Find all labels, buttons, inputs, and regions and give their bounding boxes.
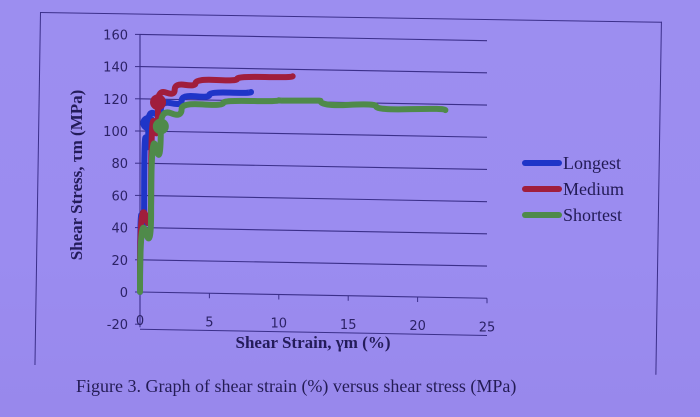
legend: Longest Medium Shortest — [522, 150, 624, 228]
y-tick-label: 0 — [120, 286, 128, 301]
y-tick-label: 140 — [103, 61, 128, 76]
legend-label: Shortest — [563, 204, 623, 225]
legend-swatch-medium — [522, 186, 562, 192]
y-axis-title: Shear Stress, τm (MPa) — [67, 90, 86, 261]
marker-medium — [150, 94, 167, 111]
figure-caption: Figure 3. Graph of shear strain (%) vers… — [76, 376, 517, 396]
y-tick-label: 20 — [111, 254, 128, 269]
legend-label: Medium — [563, 178, 624, 199]
x-axis-ticks: 0 5 10 15 20 25 — [136, 314, 495, 335]
axes — [139, 34, 488, 336]
series-lines — [137, 73, 449, 295]
y-tick-label: 40 — [111, 222, 128, 237]
legend-item-shortest: Shortest — [522, 202, 624, 228]
x-tick-label: 10 — [271, 317, 288, 332]
y-tick-label: 80 — [111, 157, 128, 172]
legend-swatch-shortest — [522, 212, 562, 218]
x-tick-label: 5 — [205, 315, 213, 330]
y-tick-label: -20 — [107, 318, 128, 333]
y-tick-label: 120 — [103, 93, 128, 108]
gridlines — [135, 33, 488, 325]
x-tick-label: 25 — [479, 320, 496, 335]
x-axis-title: Shear Strain, γm (%) — [236, 333, 391, 352]
legend-item-medium: Medium — [522, 176, 624, 202]
marker-shortest — [152, 118, 169, 135]
y-tick-label: 100 — [103, 125, 128, 140]
y-tick-label: 160 — [103, 28, 128, 43]
y-tick-label: 60 — [111, 189, 128, 204]
legend-item-longest: Longest — [522, 150, 624, 176]
x-tick-label: 15 — [340, 318, 357, 333]
x-tick-label: 20 — [409, 319, 426, 334]
x-tick-label: 0 — [136, 314, 144, 329]
legend-swatch-longest — [522, 160, 562, 166]
y-axis-ticks: -20 0 20 40 60 80 100 120 140 160 — [103, 28, 128, 333]
series-line-shortest — [137, 97, 449, 295]
legend-label: Longest — [563, 152, 621, 173]
